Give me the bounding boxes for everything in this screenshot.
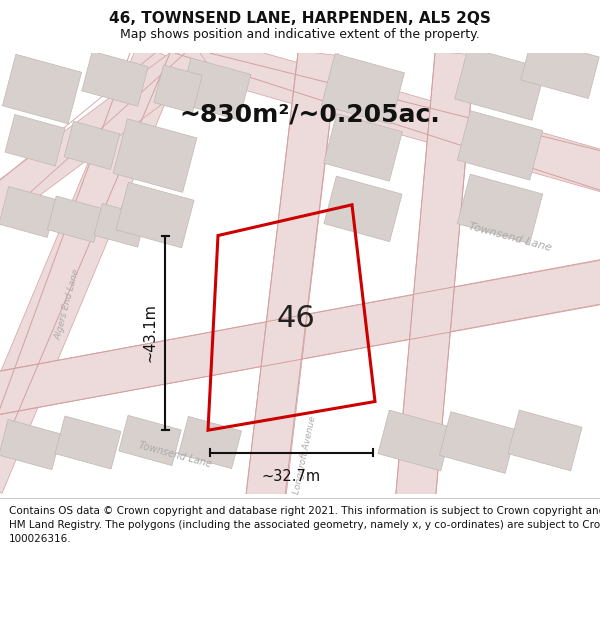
Text: ~32.7m: ~32.7m [262,469,321,484]
Polygon shape [2,54,82,124]
Polygon shape [521,38,599,99]
Polygon shape [324,176,402,242]
Polygon shape [179,416,241,469]
Polygon shape [0,419,61,469]
Polygon shape [47,196,103,242]
Text: Map shows position and indicative extent of the property.: Map shows position and indicative extent… [120,28,480,41]
Polygon shape [322,54,404,124]
Polygon shape [185,33,600,196]
Polygon shape [119,416,181,466]
Text: 46: 46 [277,304,316,332]
Polygon shape [245,51,338,506]
Polygon shape [64,121,120,169]
Polygon shape [455,48,545,120]
Polygon shape [0,43,182,493]
Polygon shape [0,258,600,418]
Polygon shape [0,38,211,232]
Text: Contains OS data © Crown copyright and database right 2021. This information is : Contains OS data © Crown copyright and d… [9,506,600,544]
Text: Townsend Lane: Townsend Lane [467,222,553,254]
Text: Townsend Lane: Townsend Lane [137,440,212,469]
Polygon shape [457,111,542,180]
Polygon shape [113,119,197,192]
Polygon shape [457,174,542,244]
Text: Algers End Lane: Algers End Lane [54,268,82,341]
Polygon shape [5,114,65,166]
Polygon shape [179,58,251,120]
Text: ~830m²/~0.205ac.: ~830m²/~0.205ac. [179,102,440,127]
Polygon shape [508,410,582,471]
Text: 46, TOWNSEND LANE, HARPENDEN, AL5 2QS: 46, TOWNSEND LANE, HARPENDEN, AL5 2QS [109,11,491,26]
Polygon shape [94,204,146,247]
Polygon shape [0,186,57,238]
Polygon shape [323,114,403,181]
Text: ~43.1m: ~43.1m [143,303,157,362]
Text: Longcroft Avenue: Longcroft Avenue [292,415,317,495]
Polygon shape [378,410,452,471]
Polygon shape [82,51,148,106]
Polygon shape [395,51,475,506]
Polygon shape [439,412,517,473]
Polygon shape [116,182,194,248]
Polygon shape [154,65,202,113]
Polygon shape [55,416,121,469]
